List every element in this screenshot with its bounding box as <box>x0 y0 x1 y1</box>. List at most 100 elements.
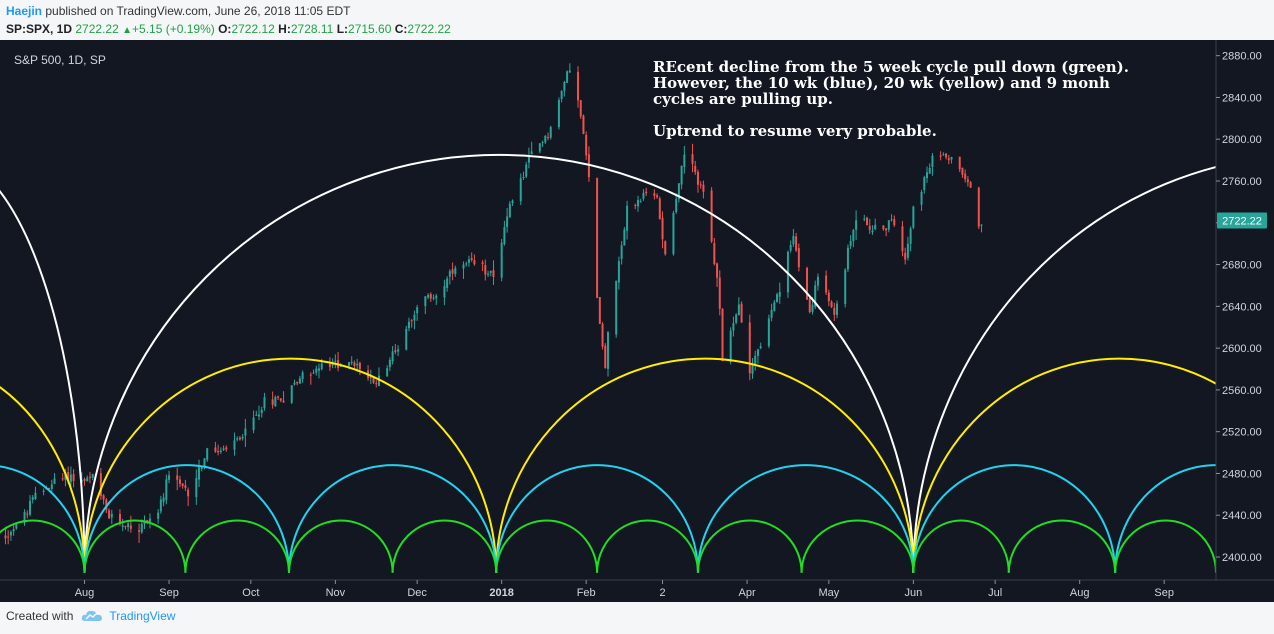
candle-down <box>394 350 397 353</box>
candle-down <box>99 473 102 497</box>
tradingview-link[interactable]: TradingView <box>109 609 176 623</box>
candle-down <box>26 513 29 515</box>
candle-up <box>274 397 277 407</box>
candle-down <box>966 179 969 183</box>
candle-up <box>642 192 645 199</box>
candle-down <box>279 398 282 401</box>
candle-down <box>702 184 705 192</box>
candle-up <box>538 143 541 152</box>
candle-up <box>541 142 544 144</box>
candle-down <box>214 447 217 452</box>
candle-up <box>754 355 757 365</box>
candle-up <box>489 270 492 273</box>
candle-down <box>585 134 588 156</box>
candle-down <box>481 262 484 265</box>
x-tick-label: Oct <box>242 587 259 599</box>
candle-down <box>710 190 713 242</box>
candle-up <box>890 219 893 221</box>
candle-down <box>88 476 91 478</box>
candle-down <box>129 525 132 529</box>
candle-down <box>296 381 299 384</box>
symbol-label: SP:SPX, 1D <box>6 22 73 36</box>
x-axis-ticks: Aug Sep Oct Nov Dec 2018 Feb 2 Apr May Jun Jul Aug Se… <box>75 580 1174 599</box>
candle-up <box>863 218 866 220</box>
candle-up <box>544 135 547 143</box>
candle-down <box>653 193 656 196</box>
candle-down <box>181 483 184 487</box>
open-value: 2722.12 <box>231 22 275 36</box>
candle-up <box>756 349 759 356</box>
x-tick-label: Apr <box>738 587 755 599</box>
low-label: L: <box>336 22 349 36</box>
candle-up <box>525 164 528 177</box>
annotation-line: cycles are pulling up. <box>653 90 833 108</box>
candle-up <box>454 267 457 275</box>
candle-down <box>713 243 716 265</box>
candle-down <box>901 226 904 252</box>
candle-up <box>675 199 678 213</box>
candle-up <box>925 172 928 179</box>
candle-up <box>334 360 337 362</box>
candle-up <box>672 212 675 255</box>
time-axis[interactable] <box>0 580 1274 602</box>
candle-down <box>108 510 111 519</box>
candle-down <box>225 447 228 450</box>
cycle-arc <box>288 464 498 573</box>
candle-up <box>846 247 849 270</box>
candle-down <box>866 217 869 226</box>
candle-up <box>909 228 912 244</box>
last-price: 2722.22 <box>75 22 119 36</box>
candle-up <box>887 220 890 230</box>
candle-down <box>48 487 51 489</box>
candle-up <box>260 409 263 414</box>
candle-up <box>767 318 770 347</box>
candle-up <box>159 499 162 512</box>
candle-up <box>568 70 571 73</box>
candle-up <box>735 314 738 323</box>
candle-up <box>121 525 124 528</box>
candle-down <box>598 296 601 324</box>
candle-down <box>947 158 950 161</box>
candle-down <box>961 167 964 175</box>
cycle-10-wk <box>0 464 1216 573</box>
candle-up <box>91 473 94 478</box>
candle-up <box>42 490 45 492</box>
candle-up <box>770 309 773 318</box>
chart-background <box>0 40 1274 602</box>
candle-up <box>34 492 37 500</box>
candle-down <box>658 198 661 220</box>
candle-up <box>315 368 318 373</box>
candle-up <box>148 518 151 524</box>
candle-up <box>200 467 203 469</box>
candle-down <box>868 225 871 230</box>
cycle-arc <box>495 464 699 573</box>
price-chart[interactable]: 2400.00 2440.00 2480.00 2520.00 2560.00 2600.… <box>0 40 1274 602</box>
candle-down <box>83 479 86 482</box>
candle-down <box>604 345 607 369</box>
candle-down <box>582 115 585 134</box>
candle-down <box>718 277 721 309</box>
cycle-arc <box>1114 464 1216 573</box>
candle-down <box>699 184 702 186</box>
candle-up <box>127 523 130 528</box>
candle-down <box>72 474 75 481</box>
y-tick-label: 2400.00 <box>1222 552 1262 564</box>
candle-up <box>244 428 247 436</box>
price-axis[interactable] <box>1216 40 1274 580</box>
high-label: H: <box>278 22 291 36</box>
candle-up <box>405 328 408 350</box>
candle-up <box>530 151 533 155</box>
candle-up <box>432 297 435 299</box>
candle-up <box>607 332 609 369</box>
candle-up <box>923 177 926 191</box>
author-name[interactable]: Haejin <box>6 4 43 18</box>
candle-up <box>86 477 89 482</box>
cycle-arc <box>288 519 394 573</box>
candle-up <box>487 273 490 275</box>
candle-down <box>664 241 667 255</box>
candle-down <box>358 362 361 370</box>
candle-up <box>356 363 359 366</box>
candle-up <box>462 264 465 269</box>
candle-up <box>620 245 623 259</box>
close-label: C: <box>394 22 408 36</box>
